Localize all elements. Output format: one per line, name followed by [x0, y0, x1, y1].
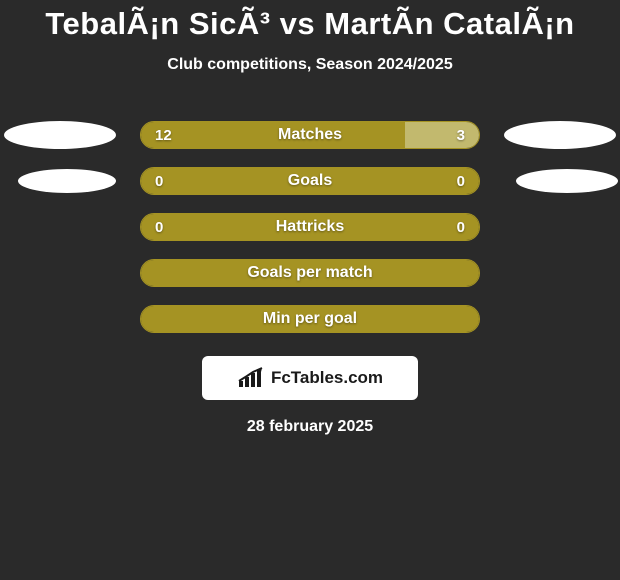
comparison-row: Goals per match: [0, 250, 620, 296]
stat-label: Min per goal: [141, 310, 479, 328]
stat-bar: 0Goals0: [140, 167, 480, 195]
comparison-row: 0Hattricks0: [0, 204, 620, 250]
player-ellipse-right: [504, 121, 616, 149]
player-ellipse-right: [516, 169, 618, 193]
subtitle: Club competitions, Season 2024/2025: [0, 56, 620, 74]
logo-text: FcTables.com: [271, 368, 383, 388]
chart-icon: [237, 367, 265, 389]
comparison-rows: 12Matches30Goals00Hattricks0Goals per ma…: [0, 112, 620, 342]
comparison-row: Min per goal: [0, 296, 620, 342]
stat-label: Matches: [141, 126, 479, 144]
stat-bar: Goals per match: [140, 259, 480, 287]
stat-bar: 12Matches3: [140, 121, 480, 149]
stat-value-right: 0: [457, 173, 465, 190]
comparison-row: 12Matches3: [0, 112, 620, 158]
comparison-row: 0Goals0: [0, 158, 620, 204]
stat-label: Goals: [141, 172, 479, 190]
stat-label: Goals per match: [141, 264, 479, 282]
stat-label: Hattricks: [141, 218, 479, 236]
stat-bar: Min per goal: [140, 305, 480, 333]
stat-value-right: 3: [457, 127, 465, 144]
date-text: 28 february 2025: [0, 418, 620, 436]
page-title: TebalÃ¡n SicÃ³ vs MartÃn CatalÃ¡n: [0, 0, 620, 42]
stat-bar: 0Hattricks0: [140, 213, 480, 241]
comparison-infographic: TebalÃ¡n SicÃ³ vs MartÃn CatalÃ¡n Club c…: [0, 0, 620, 580]
stat-value-right: 0: [457, 219, 465, 236]
player-ellipse-left: [4, 121, 116, 149]
player-ellipse-left: [18, 169, 116, 193]
logo-box: FcTables.com: [202, 356, 418, 400]
